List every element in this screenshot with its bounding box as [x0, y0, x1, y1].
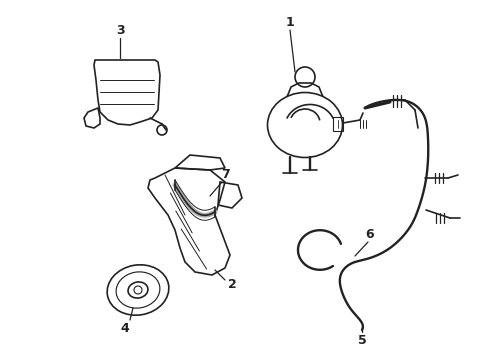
- Text: 6: 6: [366, 229, 374, 242]
- Text: 5: 5: [358, 333, 367, 346]
- Bar: [333, 117, 343, 131]
- Text: 7: 7: [220, 168, 229, 181]
- Text: 2: 2: [228, 279, 236, 292]
- Text: 3: 3: [116, 23, 124, 36]
- Text: 1: 1: [286, 15, 294, 28]
- Text: 4: 4: [121, 321, 129, 334]
